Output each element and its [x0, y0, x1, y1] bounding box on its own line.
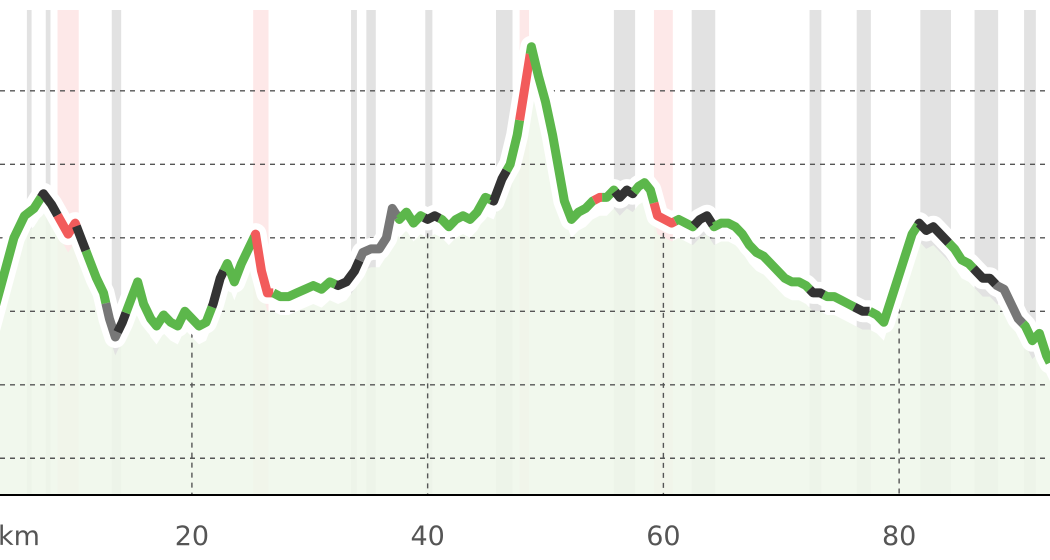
profile-segment-green-9: [219, 234, 259, 287]
profile-segment-green-34: [945, 239, 977, 272]
profile-segment-black-35: [970, 265, 1000, 288]
profile-segment-black-31: [851, 303, 870, 316]
profile-segment-black-29: [806, 286, 826, 299]
profile-segment-green-11: [271, 277, 338, 302]
profile-segment-gray-13: [355, 203, 402, 263]
profile-segment-black-3: [72, 224, 91, 253]
profile-segment-green-28: [709, 218, 813, 293]
elevation-area: [0, 65, 1050, 495]
profile-segment-gray-36: [992, 281, 1027, 327]
profile-segment-black-15: [422, 211, 442, 224]
profile-segment-black-23: [611, 185, 638, 202]
profile-segment-gray-5: [101, 302, 122, 342]
profile-segment-black-27: [690, 211, 717, 229]
profile-segment-green-20: [525, 42, 598, 224]
profile-segment-green-18: [502, 119, 525, 173]
profile-segment-green-4: [81, 249, 111, 305]
profile-segment-green-14: [394, 207, 427, 228]
elevation-fill-area: [0, 65, 1050, 495]
profile-segment-black-8: [207, 268, 228, 309]
profile-line: [0, 42, 1050, 365]
surface-band-17: [1024, 10, 1036, 495]
profile-segment-black-1: [37, 189, 62, 218]
x-unit-label: km: [0, 521, 40, 552]
profile-segment-green-26: [673, 214, 698, 232]
profile-segment-red-10: [250, 229, 274, 298]
profile-segment-green-22: [602, 185, 619, 202]
profile-segment-black-6: [113, 311, 131, 335]
x-axis-ticks: km 20 40 60 80: [0, 521, 916, 552]
x-tick-label-80: 80: [882, 521, 916, 552]
x-tick-label-20: 20: [175, 521, 209, 552]
profile-segment-red-2: [53, 213, 81, 239]
surface-band-13: [809, 10, 822, 495]
profile-segment-green-0: [0, 194, 45, 307]
profile-segment-green-30: [821, 290, 857, 311]
profile-segment-red-21: [591, 192, 605, 205]
profile-segment-green-7: [121, 277, 217, 331]
profile-segment-green-24: [630, 178, 659, 205]
x-tick-label-40: 40: [410, 521, 444, 552]
profile-segment-green-32: [867, 222, 922, 327]
x-tick-label-60: 60: [646, 521, 680, 552]
profile-segment-black-12: [333, 258, 364, 291]
profile-segment-red-19: [515, 53, 535, 121]
distance-marker-lines: [191, 232, 900, 495]
profile-segment-black-17: [489, 168, 511, 206]
profile-segment-green-37: [1019, 320, 1050, 365]
profile-segment-green-16: [437, 192, 494, 232]
profile-segment-red-25: [649, 201, 678, 228]
surface-band-3: [111, 10, 122, 495]
profile-segment-black-33: [914, 218, 952, 246]
